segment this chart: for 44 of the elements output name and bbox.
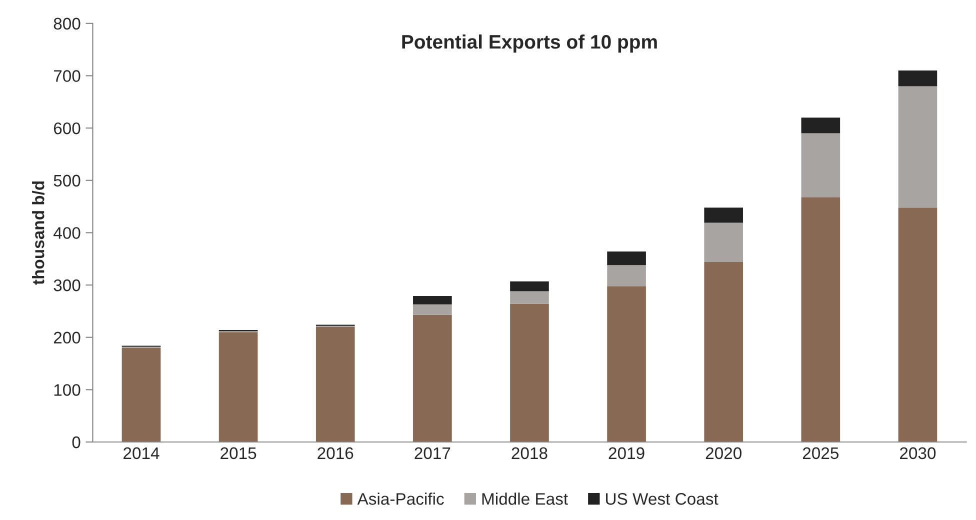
x-tick-label: 2018 (512, 447, 548, 460)
bar (510, 304, 549, 442)
bar (898, 208, 938, 442)
legend-label: Middle East (482, 492, 568, 505)
y-tick-label: 700 (54, 70, 80, 82)
bar (898, 86, 938, 208)
bar (801, 133, 840, 198)
bar (122, 348, 161, 442)
y-tick-label: 0 (72, 436, 80, 448)
y-tick-label: 800 (54, 18, 80, 30)
y-tick-label: 300 (54, 279, 80, 292)
x-tick-label: 2030 (900, 447, 936, 460)
bar (413, 314, 452, 442)
bar (607, 286, 646, 442)
bar (218, 332, 258, 442)
y-tick-label: 400 (53, 227, 80, 239)
y-tick-label: 600 (54, 122, 80, 134)
bar (316, 326, 355, 442)
x-tick-label: 2025 (802, 447, 838, 460)
bar (704, 208, 744, 223)
x-tick-label: 2017 (414, 447, 450, 460)
bar (510, 291, 549, 304)
x-tick-label: 2015 (220, 447, 256, 460)
bar (607, 252, 646, 266)
legend-label: Asia-Pacific (357, 492, 444, 505)
y-tick-label: 200 (54, 332, 80, 344)
y-tick-label: 100 (54, 384, 80, 396)
legend-label: US West Coast (606, 493, 718, 505)
bar (704, 222, 744, 262)
bar (413, 304, 452, 315)
x-tick-label: 2019 (608, 447, 644, 460)
x-tick-label: 2016 (318, 447, 354, 460)
x-tick-label: 2014 (124, 447, 160, 460)
bar (510, 281, 549, 292)
bar (704, 262, 744, 442)
bar (801, 197, 840, 442)
bar (801, 118, 840, 134)
text: Potential Exports of 10 ppm (402, 34, 657, 53)
bar (898, 70, 938, 86)
x-tick-label: 2020 (706, 447, 742, 460)
y-axis-title: thousand b/d (32, 181, 44, 285)
bar (413, 296, 452, 304)
y-tick-label: 500 (54, 174, 80, 187)
bar (607, 265, 646, 286)
